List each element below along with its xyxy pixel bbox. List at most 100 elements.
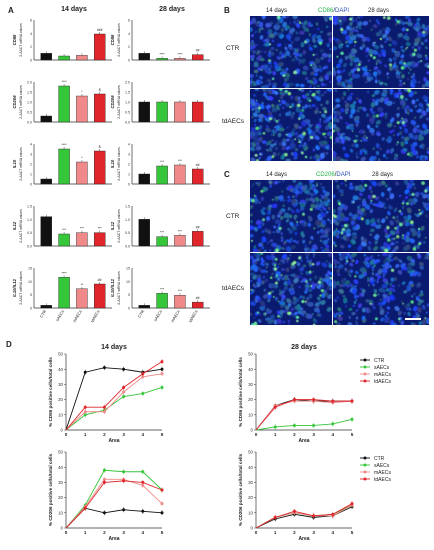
line-point-sAECs — [141, 470, 145, 474]
panel-a-title-14: 14 days — [61, 6, 87, 13]
bar-significance: **** — [159, 52, 165, 56]
micro-c-td-28 — [333, 253, 429, 325]
line-ytick: 50 — [58, 352, 63, 357]
bar-ytick: 0 — [128, 307, 130, 311]
bar-ytick: 0.0 — [27, 245, 32, 249]
line-point-tdAECs — [292, 509, 296, 513]
bar-significance: *** — [160, 287, 165, 291]
line-xtick: 0 — [65, 432, 68, 437]
line-point-sAECs — [160, 385, 164, 389]
micro-b-ctr-14 — [250, 16, 332, 88]
line-point-sAECs — [331, 422, 335, 426]
bar-tdAECs — [93, 283, 106, 309]
bar-ylabel: CD86 — [110, 34, 115, 45]
line-xtick: 4 — [142, 530, 145, 535]
panel-b-title-28: 28 days — [368, 8, 390, 14]
line-point-CTR — [122, 508, 126, 512]
panel-b-row-ctr: CTR — [226, 45, 240, 52]
line-ylabel: % CD86 positive cells/total cells — [48, 357, 53, 427]
bar-sAECs — [58, 85, 70, 123]
legend-marker-mAECs — [363, 372, 367, 376]
bar-ylabel-unit: 2-ΔΔCT mRNA values — [117, 209, 121, 243]
bar-CTR — [40, 53, 52, 61]
line-point-tdAECs — [312, 398, 316, 402]
bar-ylabel-unit: 2-ΔΔCT mRNA values — [117, 271, 121, 305]
bar-mAECs — [174, 235, 186, 247]
bar-ytick: 1 — [30, 173, 32, 177]
bar-ytick: 15 — [126, 267, 130, 271]
bar-CTR — [40, 178, 52, 185]
panel-b-row-tdaecs: tdAECs — [222, 118, 245, 125]
bar-mAECs — [174, 58, 186, 61]
bar-ylabel-group: IL10/IL12 2-ΔΔCT mRNA values — [110, 271, 121, 305]
line-series-mAECs — [255, 400, 353, 431]
panel-b-stain-sep: / — [333, 8, 336, 14]
bar-significance: **** — [61, 143, 67, 147]
bar-ylabel: CD206 — [12, 95, 17, 109]
bar-ylabel-unit: 2-ΔΔCT mRNA values — [117, 23, 121, 57]
bar-significance: ** — [81, 283, 84, 287]
line-ytick: 20 — [248, 495, 253, 500]
line-ylabel-group: % CD206 positive cells/total cells — [238, 453, 243, 526]
line-ytick: 30 — [248, 480, 253, 485]
legend-label-sAECs: sAECs — [374, 463, 390, 469]
line-point-CTR — [160, 511, 164, 515]
bar-ytick: 0 — [30, 307, 32, 311]
bar-xtick: CTR — [39, 309, 47, 319]
line-ytick: 20 — [58, 495, 63, 500]
panel-b-stain-dapi: DAPI — [335, 8, 350, 14]
line-xtick: 0 — [255, 432, 258, 437]
line-ytick: 30 — [58, 382, 63, 387]
line-ytick: 40 — [58, 367, 63, 372]
line-xtick: 1 — [84, 530, 87, 535]
micro-c-ctr-14 — [250, 180, 332, 252]
bar-ylabel-unit: 2-ΔΔCT mRNA values — [19, 85, 23, 119]
bar-ylabel: IL12 — [12, 221, 17, 230]
line-point-tdAECs — [141, 480, 145, 484]
line-ytick: 10 — [58, 412, 63, 417]
line-point-tdAECs — [160, 360, 164, 364]
line-xlabel: Area — [108, 438, 119, 444]
line-series-sAECs — [255, 504, 353, 529]
bar-sAECs — [156, 293, 168, 309]
bar-mAECs — [76, 95, 88, 123]
line-series-sAECs — [255, 418, 353, 431]
bar-ylabel: CD86 — [12, 34, 17, 45]
bar-xtick: sAECs — [153, 309, 163, 322]
line-series-mAECs — [255, 504, 353, 529]
bar-ytick: 5 — [30, 293, 32, 297]
bar-ytick: 0 — [128, 183, 130, 187]
bar-sAECs — [58, 148, 70, 185]
line-point-sAECs — [350, 417, 354, 421]
bar-significance: * — [81, 90, 83, 94]
line-series-tdAECs — [65, 480, 163, 529]
line-xlabel: Area — [108, 536, 119, 542]
line-xtick: 1 — [84, 432, 87, 437]
line-point-tdAECs — [312, 514, 316, 518]
bar-ylabel-group: IL12 2-ΔΔCT mRNA values — [12, 209, 23, 243]
bar-ytick: 0.5 — [125, 231, 130, 235]
bar-ytick: 6 — [30, 19, 32, 23]
line-xtick: 5 — [351, 432, 354, 437]
line-series-tdAECs — [65, 361, 163, 431]
micro-b-ctr-28 — [333, 16, 429, 88]
line-series-tdAECs — [255, 399, 352, 431]
line-xtick: 3 — [312, 530, 315, 535]
line-xtick: 2 — [293, 432, 296, 437]
bar-sAECs — [58, 55, 70, 61]
bar-ytick: 15 — [28, 267, 32, 271]
bar-ylabel: CD206 — [110, 95, 115, 109]
bar-ytick: 2.0 — [125, 81, 130, 85]
line-ytick: 20 — [58, 397, 63, 402]
line-point-tdAECs — [102, 405, 106, 409]
legend-marker-tdAECs — [363, 379, 367, 383]
line-ytick: 30 — [58, 480, 63, 485]
line-xtick: 0 — [255, 530, 258, 535]
micro-b-td-28 — [333, 89, 429, 161]
bar-significance: *** — [98, 227, 103, 231]
bar-tdAECs — [191, 168, 204, 185]
line-point-tdAECs — [273, 405, 277, 409]
line-point-tdAECs — [160, 488, 164, 492]
bar-ytick: 4 — [128, 32, 130, 36]
bar-tdAECs — [191, 231, 204, 247]
